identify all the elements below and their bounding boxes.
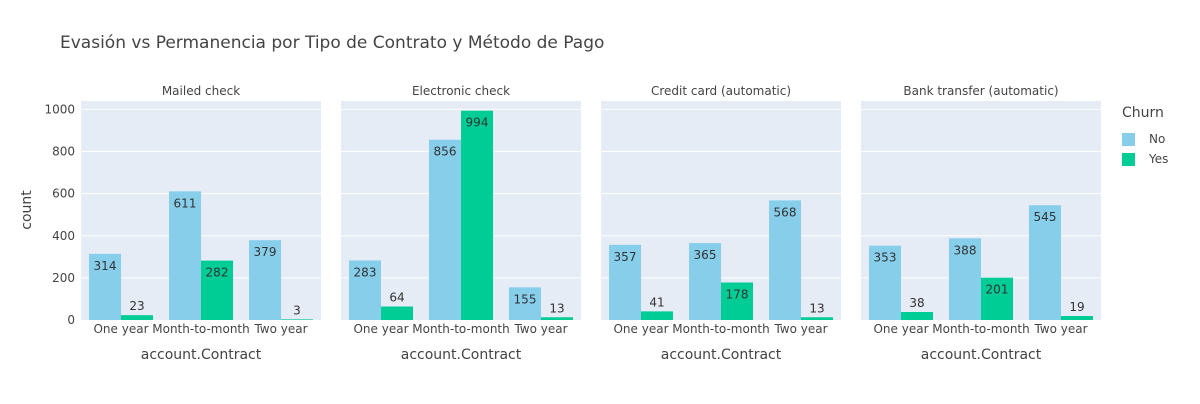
legend-label-yes: Yes bbox=[1149, 152, 1169, 166]
x-axis-title: account.Contract bbox=[661, 347, 782, 363]
x-tick-label: One year bbox=[873, 322, 928, 336]
facet-title: Mailed check bbox=[162, 84, 240, 98]
data-label: 3 bbox=[293, 303, 301, 317]
data-label: 314 bbox=[94, 259, 117, 273]
y-axis-title: count bbox=[19, 190, 35, 230]
y-tick-label: 0 bbox=[67, 313, 75, 327]
x-tick-label: Month-to-month bbox=[152, 322, 250, 336]
data-label: 38 bbox=[909, 296, 924, 310]
facet-title: Electronic check bbox=[412, 84, 510, 98]
legend-title: Churn bbox=[1122, 105, 1164, 121]
chart-title: Evasión vs Permanencia por Tipo de Contr… bbox=[60, 33, 605, 53]
bar-no bbox=[429, 139, 461, 320]
bar-no bbox=[949, 238, 981, 320]
bar-yes bbox=[641, 311, 673, 320]
legend-item-yes[interactable]: Yes bbox=[1122, 149, 1168, 169]
legend[interactable]: Churn No Yes bbox=[1122, 105, 1168, 169]
data-label: 388 bbox=[954, 243, 977, 257]
x-tick-label: Two year bbox=[513, 322, 567, 336]
bar-no bbox=[249, 240, 281, 320]
x-tick-label: One year bbox=[613, 322, 668, 336]
data-label: 357 bbox=[614, 250, 637, 264]
data-label: 201 bbox=[986, 283, 1009, 297]
y-tick-label: 200 bbox=[52, 271, 75, 285]
data-label: 379 bbox=[254, 245, 277, 259]
bar-yes bbox=[461, 110, 493, 320]
x-tick-label: Month-to-month bbox=[932, 322, 1030, 336]
bar-yes bbox=[541, 317, 573, 320]
bar-yes bbox=[121, 315, 153, 320]
bar-no bbox=[509, 287, 541, 320]
legend-label-no: No bbox=[1149, 132, 1166, 146]
data-label: 13 bbox=[809, 301, 824, 315]
bar-no bbox=[769, 200, 801, 320]
x-axis-title: account.Contract bbox=[141, 347, 262, 363]
bar-no bbox=[89, 253, 121, 320]
data-label: 611 bbox=[174, 196, 197, 210]
data-label: 155 bbox=[514, 292, 537, 306]
x-tick-label: One year bbox=[93, 322, 148, 336]
data-label: 856 bbox=[434, 145, 457, 159]
data-label: 994 bbox=[466, 116, 489, 130]
data-label: 64 bbox=[389, 291, 404, 305]
bar-yes bbox=[1061, 315, 1093, 320]
x-tick-label: Two year bbox=[253, 322, 307, 336]
y-tick-label: 400 bbox=[52, 229, 75, 243]
bar-no bbox=[869, 245, 901, 320]
bar-yes bbox=[281, 319, 313, 320]
data-label: 282 bbox=[206, 266, 229, 280]
legend-swatch-yes bbox=[1122, 152, 1135, 166]
bar-no bbox=[689, 243, 721, 320]
x-tick-label: Month-to-month bbox=[412, 322, 510, 336]
x-tick-label: Two year bbox=[773, 322, 827, 336]
bar-yes bbox=[801, 317, 833, 320]
bar-yes bbox=[381, 306, 413, 320]
data-label: 568 bbox=[774, 205, 797, 219]
x-tick-label: Month-to-month bbox=[672, 322, 770, 336]
x-tick-label: One year bbox=[353, 322, 408, 336]
legend-swatch-no bbox=[1122, 132, 1135, 146]
data-label: 365 bbox=[694, 248, 717, 262]
bar-yes bbox=[721, 282, 753, 320]
facet-title: Credit card (automatic) bbox=[651, 84, 791, 98]
legend-item-no[interactable]: No bbox=[1122, 129, 1168, 149]
y-tick-label: 600 bbox=[52, 187, 75, 201]
bar-yes bbox=[901, 311, 933, 320]
data-label: 19 bbox=[1069, 300, 1084, 314]
bar-no bbox=[1029, 205, 1061, 320]
bar-yes bbox=[201, 260, 233, 320]
x-tick-label: Two year bbox=[1033, 322, 1087, 336]
bar-no bbox=[349, 260, 381, 320]
x-axis-title: account.Contract bbox=[921, 347, 1042, 363]
x-axis-title: account.Contract bbox=[401, 347, 522, 363]
bar-no bbox=[609, 244, 641, 320]
data-label: 353 bbox=[874, 251, 897, 265]
y-tick-label: 800 bbox=[52, 145, 75, 159]
data-label: 23 bbox=[129, 299, 144, 313]
bar-yes bbox=[981, 277, 1013, 320]
data-label: 178 bbox=[726, 288, 749, 302]
bar-no bbox=[169, 191, 201, 320]
y-tick-label: 1000 bbox=[44, 102, 75, 116]
facet-title: Bank transfer (automatic) bbox=[903, 84, 1058, 98]
data-label: 13 bbox=[549, 301, 564, 315]
data-label: 283 bbox=[354, 265, 377, 279]
data-label: 41 bbox=[649, 295, 664, 309]
data-label: 545 bbox=[1034, 210, 1057, 224]
